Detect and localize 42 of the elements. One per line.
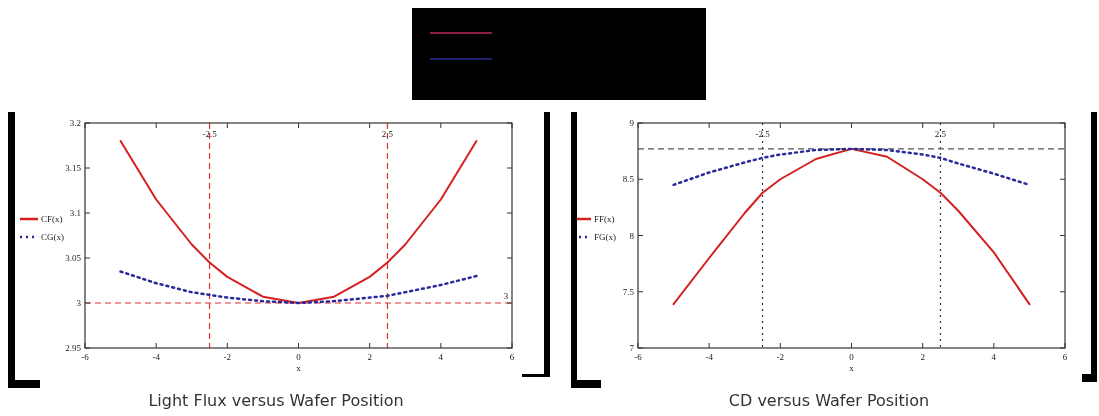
x-axis-title: x: [849, 363, 855, 373]
y-tick-label: 8: [629, 230, 635, 241]
x-tick-label: 4: [991, 352, 997, 362]
x-tick-label: -4: [705, 352, 714, 362]
y-tick-label: 9: [629, 118, 635, 128]
x-tick-label: -2: [776, 352, 785, 362]
ref-line-label: 3: [503, 291, 509, 301]
x-tick-label: 0: [849, 352, 855, 362]
y-tick-label: 3.15: [65, 163, 82, 173]
x-tick-label: -4: [152, 352, 161, 362]
x-tick-label: -6: [634, 352, 643, 362]
x-tick-label: 6: [1062, 352, 1068, 362]
y-tick-label: 7.5: [622, 286, 635, 297]
y-tick-label: 3.1: [69, 208, 81, 218]
legend-label: FF(x): [594, 214, 615, 224]
y-tick-label: 3.05: [65, 253, 82, 263]
legend-label: FG(x): [594, 232, 616, 242]
ref-line-label: -2.5: [755, 129, 771, 139]
y-tick-label: 2.95: [65, 343, 82, 353]
x-tick-label: 6: [509, 352, 515, 362]
x-axis-title: x: [296, 363, 302, 373]
x-tick-label: 0: [296, 352, 302, 362]
y-tick-label: 7: [629, 343, 635, 353]
ref-line-label: 2.5: [381, 129, 394, 139]
x-tick-label: -2: [223, 352, 232, 362]
y-tick-label: 3: [76, 298, 82, 308]
line-series: [119, 140, 478, 304]
legend-label: CF(x): [41, 214, 63, 224]
x-tick-label: 4: [438, 352, 444, 362]
line-series: [672, 147, 1031, 187]
x-tick-label: -6: [81, 352, 90, 362]
y-tick-label: 3.2: [69, 118, 81, 128]
line-series: [119, 270, 478, 305]
y-tick-label: 8.5: [622, 174, 635, 185]
x-tick-label: 2: [920, 352, 925, 362]
ref-line-label: -2.5: [202, 129, 218, 139]
text: CD versus Wafer Position: [728, 391, 930, 410]
ref-line-label: 2.5: [934, 129, 947, 139]
text: Light Flux versus Wafer Position: [148, 391, 404, 410]
x-tick-label: 2: [367, 352, 372, 362]
legend-label: CG(x): [41, 232, 64, 242]
line-series: [672, 147, 1031, 306]
